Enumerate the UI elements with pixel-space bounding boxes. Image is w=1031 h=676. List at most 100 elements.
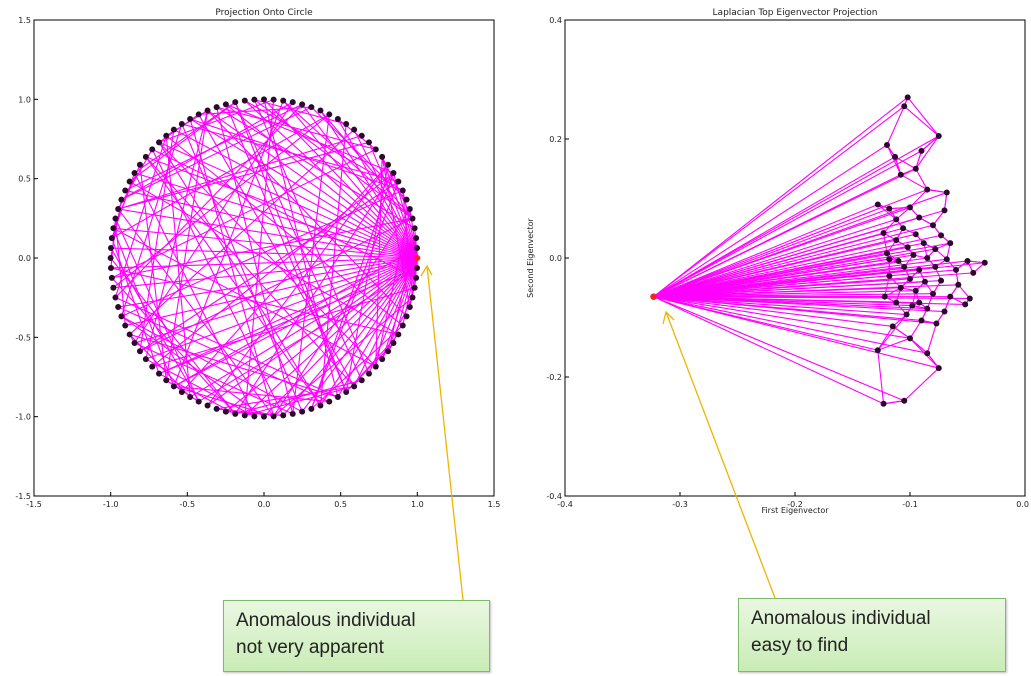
- y-tick-label: 0.0: [549, 254, 562, 263]
- anomalous-node: [414, 255, 421, 261]
- graph-node: [399, 187, 406, 194]
- graph-edge: [883, 232, 888, 254]
- left-callout-arrow-line: [426, 265, 464, 601]
- graph-node: [107, 245, 114, 252]
- graph-node: [195, 398, 202, 405]
- anomaly-edge: [225, 103, 418, 259]
- graph-edge: [129, 101, 236, 183]
- graph-edge: [234, 172, 394, 415]
- graph-node: [880, 400, 887, 407]
- anomaly-edge: [118, 257, 418, 308]
- eigen-x-axis-label: First Eigenvector: [761, 506, 829, 515]
- anomaly-edge: [653, 296, 911, 339]
- anomaly-edge: [319, 110, 418, 259]
- graph-edge: [115, 296, 339, 398]
- graph-edge: [903, 367, 940, 402]
- graph-node: [110, 284, 117, 291]
- graph-node: [204, 402, 211, 409]
- circle-projection-panel: Projection Onto Circle -1.5 -1.0 -0.5 0.0 0.…: [15, 8, 500, 509]
- graph-node: [932, 246, 939, 253]
- graph-node: [170, 383, 177, 390]
- y-tick-label: 0.4: [549, 16, 562, 25]
- graph-edge: [886, 106, 905, 146]
- right-annotation-line-1: Anomalous individual: [751, 608, 931, 629]
- graph-node: [414, 264, 421, 271]
- anomaly-edge: [189, 118, 418, 259]
- graph-node: [912, 165, 919, 172]
- graph-edge: [884, 287, 902, 298]
- graph-node: [403, 313, 410, 320]
- graph-edge: [112, 228, 175, 387]
- graph-node: [924, 305, 931, 312]
- graph-edge: [894, 156, 917, 170]
- anomaly-edge: [653, 280, 942, 298]
- graph-node: [204, 107, 211, 114]
- anomaly-edge: [653, 275, 890, 298]
- graph-node: [343, 121, 350, 128]
- graph-edge: [892, 325, 911, 339]
- graph-edge: [915, 135, 940, 170]
- graph-node: [195, 111, 202, 118]
- anomaly-edge: [653, 150, 922, 298]
- graph-edge: [181, 123, 399, 183]
- graph-node: [901, 397, 908, 404]
- graph-node: [907, 275, 913, 282]
- graph-edge: [117, 208, 275, 417]
- anomaly-edge: [368, 142, 418, 259]
- graph-edge: [216, 106, 376, 150]
- anomaly-edge: [353, 257, 418, 387]
- y-tick-label: -1.5: [15, 492, 31, 501]
- graph-node: [270, 413, 277, 420]
- graph-node: [365, 370, 372, 377]
- anomaly-edge: [158, 141, 418, 259]
- graph-node: [912, 287, 919, 294]
- anomaly-edge: [653, 174, 902, 298]
- graph-node: [964, 257, 971, 264]
- anomaly-edge: [145, 156, 418, 259]
- graph-node: [251, 413, 258, 420]
- graph-node: [112, 294, 119, 301]
- graph-edge: [921, 135, 940, 152]
- graph-edge: [145, 156, 321, 406]
- y-tick-label: 0.2: [549, 135, 562, 144]
- graph-node: [187, 115, 194, 122]
- anomaly-edge: [125, 189, 418, 259]
- x-tick-label: -1.0: [103, 500, 119, 509]
- anomaly-edge: [263, 98, 418, 259]
- x-tick-label: -0.4: [557, 500, 573, 509]
- x-tick-label: 0.5: [334, 500, 347, 509]
- graph-node: [413, 274, 420, 281]
- graph-edge: [113, 114, 330, 289]
- graph-edge: [173, 385, 330, 403]
- graph-edge: [244, 99, 275, 416]
- anomaly-edge: [653, 144, 888, 298]
- graph-node: [163, 132, 170, 139]
- graph-node: [930, 222, 936, 229]
- graph-edge: [244, 385, 355, 416]
- graph-node: [351, 383, 358, 390]
- graph-node: [334, 115, 341, 122]
- anomaly-edge: [110, 247, 418, 259]
- graph-node: [317, 107, 324, 114]
- graph-edge: [311, 325, 404, 410]
- anomaly-edge: [337, 118, 418, 259]
- graph-node: [881, 293, 888, 300]
- graph-node: [122, 187, 129, 194]
- graph-edge: [114, 135, 167, 298]
- graph-node: [886, 272, 893, 279]
- anomaly-edge: [392, 172, 418, 259]
- graph-node: [924, 186, 931, 193]
- graph-edge: [225, 103, 394, 174]
- graph-node: [131, 340, 138, 347]
- graph-node: [886, 205, 893, 212]
- anomaly-edge: [282, 100, 418, 259]
- anomaly-edge: [118, 208, 418, 259]
- graph-node: [395, 178, 402, 185]
- eigen-nodes: [650, 94, 988, 407]
- graph-node: [213, 104, 220, 111]
- graph-edge: [134, 342, 293, 415]
- graph-node: [916, 299, 923, 306]
- graph-node: [884, 141, 890, 148]
- graph-node: [107, 264, 114, 271]
- anomaly-edge: [653, 224, 934, 298]
